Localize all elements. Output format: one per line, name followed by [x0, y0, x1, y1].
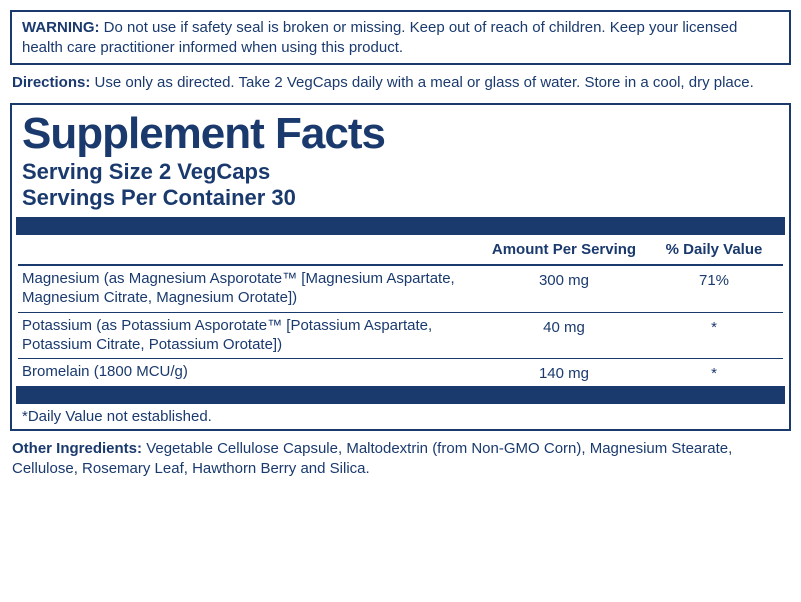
nutrient-amount: 300 mg — [479, 270, 649, 289]
nutrient-dv: * — [649, 363, 779, 382]
servings-per-container: Servings Per Container 30 — [22, 185, 779, 211]
header-blank — [22, 241, 479, 258]
warning-text: Do not use if safety seal is broken or m… — [22, 19, 737, 56]
header-dv: % Daily Value — [649, 241, 779, 258]
warning-box: WARNING: Do not use if safety seal is br… — [10, 10, 791, 65]
table-row: Bromelain (1800 MCU/g) 140 mg * — [12, 359, 789, 386]
nutrient-amount: 140 mg — [479, 363, 649, 382]
facts-title: Supplement Facts — [12, 105, 789, 159]
table-row: Potassium (as Potassium Asporotate™ [Pot… — [12, 313, 789, 359]
header-amount: Amount Per Serving — [479, 241, 649, 258]
footnote: *Daily Value not established. — [12, 404, 789, 429]
directions-text: Use only as directed. Take 2 VegCaps dai… — [95, 74, 754, 91]
nutrient-amount: 40 mg — [479, 317, 649, 336]
serving-info: Serving Size 2 VegCaps Servings Per Cont… — [12, 159, 789, 218]
nutrient-dv: 71% — [649, 270, 779, 289]
nutrient-name: Magnesium (as Magnesium Asporotate™ [Mag… — [22, 270, 479, 308]
directions-section: Directions: Use only as directed. Take 2… — [10, 73, 791, 93]
table-row: Magnesium (as Magnesium Asporotate™ [Mag… — [12, 266, 789, 312]
warning-label: WARNING: — [22, 19, 100, 36]
directions-label: Directions: — [12, 74, 90, 91]
nutrient-dv: * — [649, 317, 779, 336]
divider-bar — [16, 217, 785, 235]
divider-bar — [16, 386, 785, 404]
supplement-facts-panel: Supplement Facts Serving Size 2 VegCaps … — [10, 103, 791, 432]
nutrient-name: Potassium (as Potassium Asporotate™ [Pot… — [22, 317, 479, 355]
serving-size: Serving Size 2 VegCaps — [22, 159, 779, 185]
other-ingredients-section: Other Ingredients: Vegetable Cellulose C… — [10, 439, 791, 478]
other-ingredients-label: Other Ingredients: — [12, 440, 142, 457]
nutrient-name: Bromelain (1800 MCU/g) — [22, 363, 479, 382]
table-header-row: Amount Per Serving % Daily Value — [12, 235, 789, 264]
